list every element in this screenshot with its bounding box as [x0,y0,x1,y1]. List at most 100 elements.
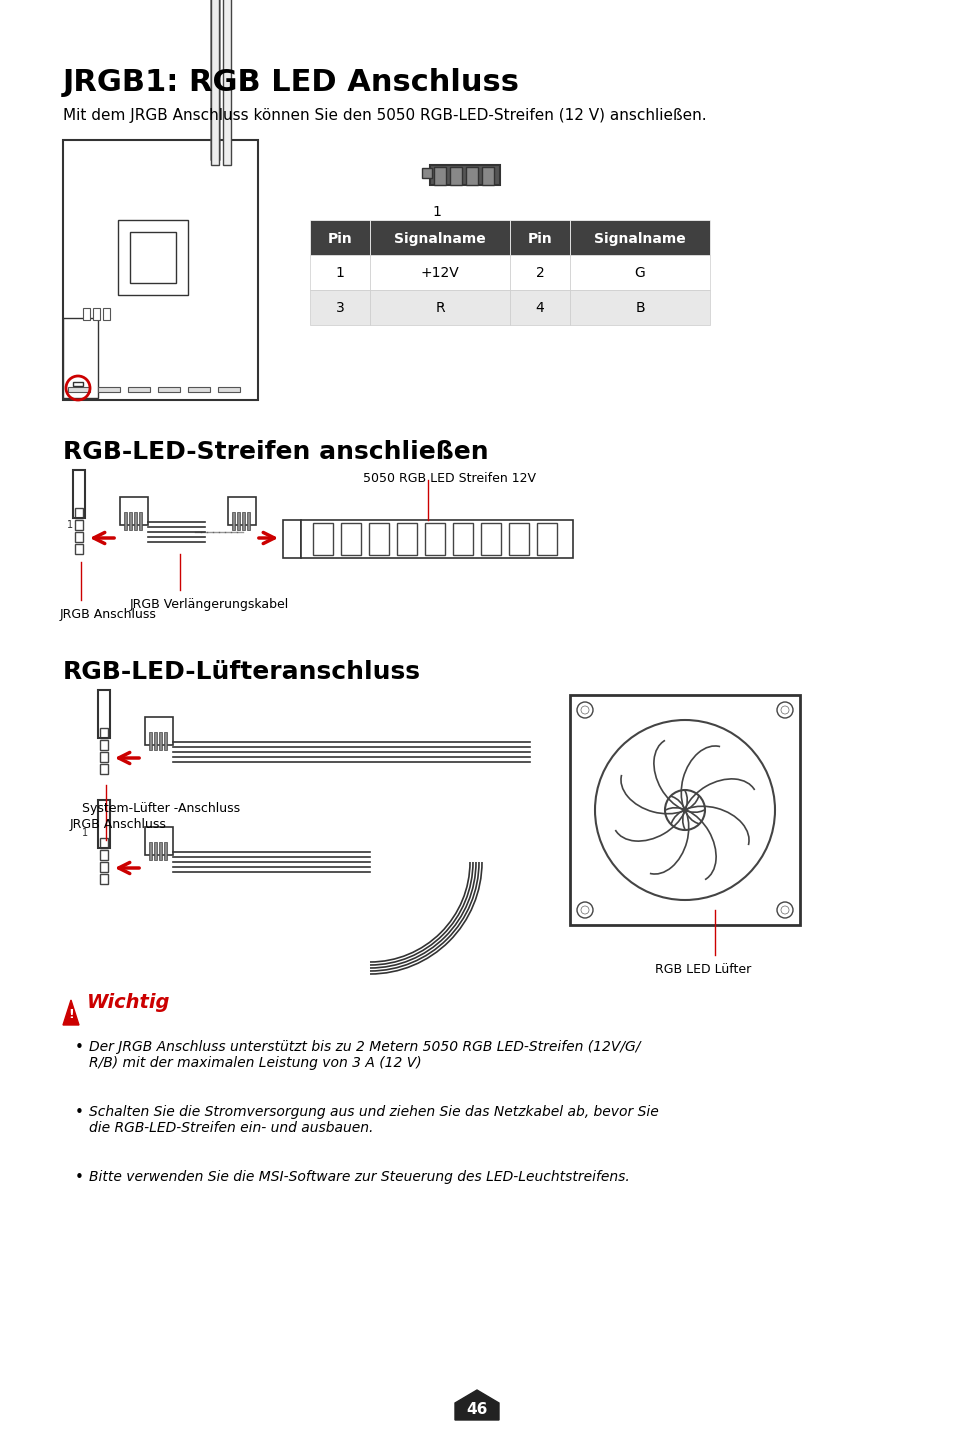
Text: Pin: Pin [327,232,352,245]
Bar [153,732,157,750]
Bar [153,842,157,861]
Bar [211,0,219,160]
Bar [98,690,110,737]
Circle shape [776,902,792,918]
Bar [370,291,510,325]
Bar [510,255,569,291]
Text: JRGB Anschluss: JRGB Anschluss [60,609,156,621]
Circle shape [595,720,774,899]
Text: •: • [75,1106,84,1120]
Bar [100,851,108,861]
Bar [158,387,180,392]
Bar [481,168,494,185]
Bar [370,221,510,255]
Circle shape [776,702,792,717]
Bar [569,695,800,925]
Text: B: B [635,301,644,315]
Bar [450,168,461,185]
Bar [569,221,709,255]
Bar [100,752,108,762]
Polygon shape [63,1000,79,1025]
Bar [569,255,709,291]
Text: 46: 46 [466,1402,487,1418]
Text: RGB-LED-Streifen anschließen: RGB-LED-Streifen anschließen [63,440,488,464]
Bar [83,308,90,319]
Text: 2: 2 [535,265,544,279]
Bar [313,523,333,556]
Bar [310,255,370,291]
Text: Wichtig: Wichtig [87,992,171,1012]
Bar [232,513,234,530]
Text: R: R [435,301,444,315]
Bar [510,221,569,255]
Bar [369,523,389,556]
Bar [211,0,219,165]
Bar [128,387,150,392]
Bar [424,523,444,556]
Bar [124,513,127,530]
Bar [118,221,188,295]
Bar [100,740,108,750]
Bar [75,544,83,554]
Bar [98,387,120,392]
Bar [537,523,557,556]
Text: 1: 1 [67,520,73,530]
Bar [211,0,219,160]
Text: Signalname: Signalname [594,232,685,245]
Bar [228,497,255,526]
Bar [100,862,108,872]
Text: System-Lüfter -Anschluss: System-Lüfter -Anschluss [82,802,240,815]
Bar [453,523,473,556]
Bar [370,255,510,291]
Bar [145,828,172,855]
Bar [510,291,569,325]
Text: 3: 3 [335,301,344,315]
Bar [149,842,152,861]
Bar [149,732,152,750]
Text: RGB LED Lüfter: RGB LED Lüfter [655,962,750,977]
Text: G: G [634,265,644,279]
Bar [133,513,137,530]
Circle shape [580,906,588,914]
Text: 4: 4 [535,301,544,315]
Bar [100,765,108,775]
Bar [145,717,172,745]
Text: +12V: +12V [420,265,459,279]
Bar [480,523,500,556]
Bar [569,291,709,325]
Text: Signalname: Signalname [394,232,485,245]
Circle shape [781,706,788,715]
Bar [164,842,167,861]
Text: 1: 1 [432,205,440,219]
Bar [310,291,370,325]
Bar [75,508,83,518]
Circle shape [580,706,588,715]
Bar [73,382,83,387]
Text: Der JRGB Anschluss unterstützt bis zu 2 Metern 5050 RGB LED-Streifen (12V/G/
R/B: Der JRGB Anschluss unterstützt bis zu 2 … [89,1040,639,1070]
Bar [75,533,83,541]
Bar [188,387,210,392]
Bar [139,513,142,530]
Bar [120,497,148,526]
Text: Mit dem JRGB Anschluss können Sie den 5050 RGB-LED-Streifen (12 V) anschließen.: Mit dem JRGB Anschluss können Sie den 50… [63,107,706,123]
Text: 1: 1 [335,265,344,279]
Circle shape [781,906,788,914]
Bar [100,727,108,737]
Circle shape [577,702,593,717]
Circle shape [577,902,593,918]
Text: Bitte verwenden Sie die MSI-Software zur Steuerung des LED-Leuchtstreifens.: Bitte verwenden Sie die MSI-Software zur… [89,1170,629,1184]
Bar [218,387,240,392]
Bar [310,221,370,255]
Text: 1: 1 [82,828,88,838]
Bar [130,232,175,284]
Text: Pin: Pin [527,232,552,245]
Bar [129,513,132,530]
Bar [434,168,446,185]
Bar [301,520,573,558]
Bar [159,732,162,750]
Bar [103,308,110,319]
Bar [63,140,257,400]
Bar [68,387,90,392]
Bar [430,165,499,185]
Polygon shape [455,1390,498,1421]
